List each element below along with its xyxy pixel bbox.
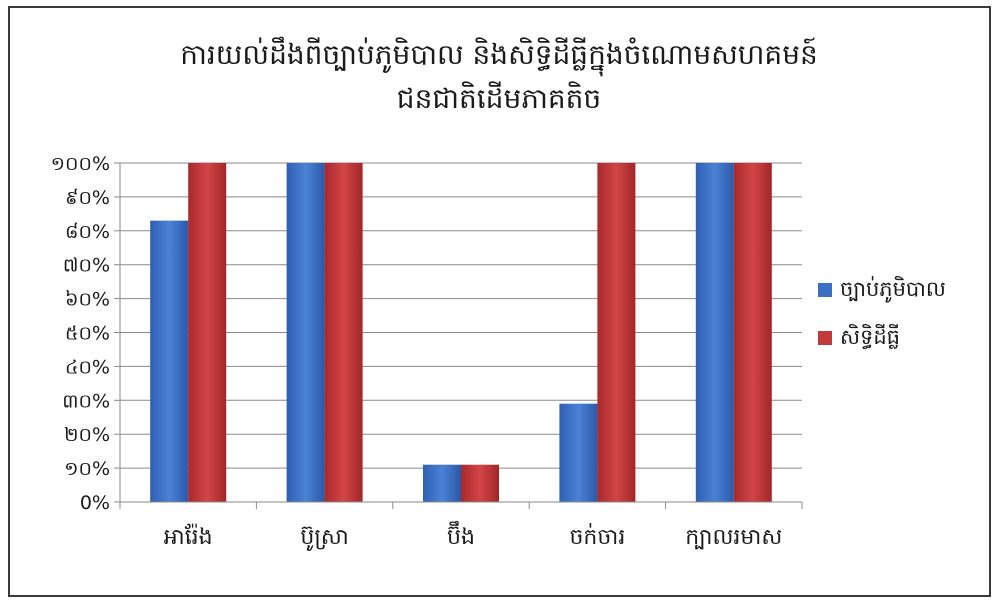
y-axis-ticks: 0% ១០% ២០% ៣០% ៤០% ៥០% ៦០% ៧០% ៨០% ៩០% ១០០%	[51, 153, 121, 514]
y-tick-label: 0%	[80, 492, 110, 514]
bar-land-rights	[461, 464, 499, 502]
legend-swatch	[818, 283, 832, 297]
title-line: ជនជាតិដើមភាគតិច	[397, 81, 601, 115]
y-tick-label: ៨០%	[65, 221, 110, 243]
bar-land-rights	[188, 163, 227, 502]
bar-land-rights	[597, 163, 636, 502]
x-category-label: ប៊ូស្រា	[300, 525, 348, 551]
y-tick-label: ៧០%	[63, 255, 110, 277]
bar-land-law	[559, 403, 598, 502]
bar-land-rights	[733, 163, 772, 502]
legend-label: សិទ្ធិដីធ្លី	[840, 324, 900, 350]
bar-land-rights	[324, 163, 363, 502]
chart-title: ការយល់ដឹងពីច្បាប់ភូមិបាល និងសិទ្ធិដីធ្លី…	[180, 36, 818, 115]
bar-land-law	[150, 220, 189, 502]
y-tick-label: ២០%	[64, 424, 110, 446]
y-tick-label: ១០០%	[51, 153, 110, 175]
bars	[150, 163, 772, 502]
x-category-label: អារ៉ែង	[164, 523, 213, 550]
legend-swatch	[818, 331, 832, 345]
bar-land-law	[423, 464, 461, 502]
y-tick-label: ៦០%	[65, 289, 110, 311]
title-line: ការយល់ដឹងពីច្បាប់ភូមិបាល និងសិទ្ធិដីធ្លី…	[180, 36, 818, 77]
x-category-label: ចក់ចារ	[569, 523, 625, 550]
y-tick-label: ៤០%	[65, 356, 110, 378]
y-tick-label: ៥០%	[65, 323, 110, 345]
y-tick-label: ១០%	[64, 458, 110, 480]
legend: ច្បាប់ភូមិបាលសិទ្ធិដីធ្លី	[818, 276, 946, 350]
bar-chart: ការយល់ដឹងពីច្បាប់ភូមិបាល និងសិទ្ធិដីធ្លី…	[51, 36, 946, 551]
x-category-label: ប៊ឹង	[447, 520, 475, 550]
bar-land-law	[695, 163, 734, 502]
legend-label: ច្បាប់ភូមិបាល	[840, 276, 946, 303]
chart-frame: ការយល់ដឹងពីច្បាប់ភូមិបាល និងសិទ្ធិដីធ្លី…	[8, 6, 991, 597]
x-category-label: ក្បាលរមាស	[685, 525, 782, 550]
bar-land-law	[286, 163, 325, 502]
x-axis: អារ៉ែង ប៊ូស្រា ប៊ឹង ចក់ចារ ក្បាលរមាស	[119, 501, 803, 551]
y-tick-label: ៣០%	[62, 390, 110, 412]
y-tick-label: ៩០%	[65, 187, 110, 209]
gridlines	[120, 162, 802, 503]
